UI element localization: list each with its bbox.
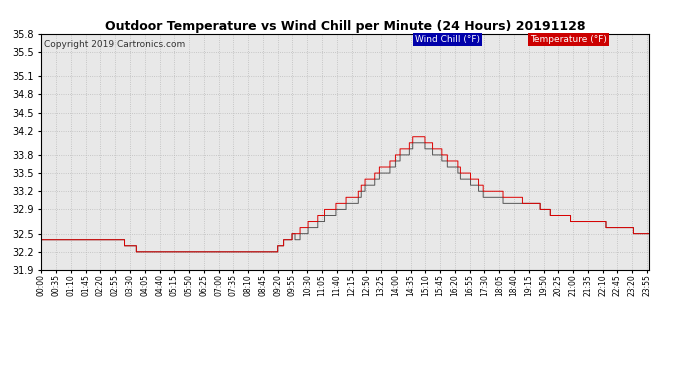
Text: Wind Chill (°F): Wind Chill (°F) — [415, 35, 480, 44]
Title: Outdoor Temperature vs Wind Chill per Minute (24 Hours) 20191128: Outdoor Temperature vs Wind Chill per Mi… — [105, 20, 585, 33]
Text: Temperature (°F): Temperature (°F) — [530, 35, 607, 44]
Text: Copyright 2019 Cartronics.com: Copyright 2019 Cartronics.com — [44, 40, 186, 49]
